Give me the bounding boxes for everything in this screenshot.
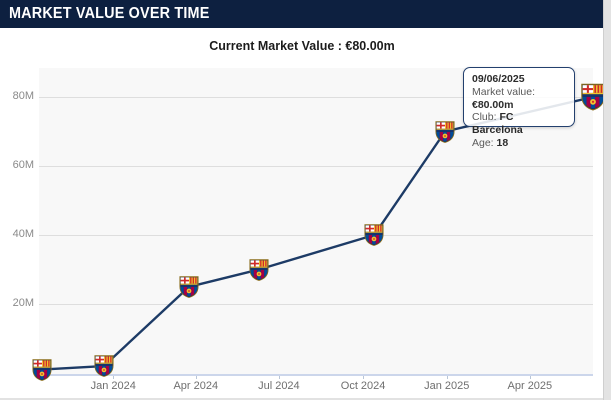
x-axis-tick — [278, 375, 280, 379]
gridline-40m — [39, 235, 593, 236]
x-axis-label: Jan 2025 — [424, 380, 470, 392]
data-point-badge[interactable] — [93, 355, 114, 378]
data-point-badge[interactable] — [179, 275, 200, 298]
bottom-divider — [0, 398, 604, 400]
page-title: MARKET VALUE OVER TIME — [9, 5, 210, 22]
tooltip-club-row: Club: FC Barcelona — [472, 111, 523, 137]
gridline-80m — [39, 97, 593, 98]
current-market-value-text: Current Market Value : €80.00m — [209, 39, 395, 53]
data-point-badge[interactable] — [31, 358, 52, 381]
x-axis-label: Jan 2024 — [90, 380, 136, 392]
scrollbar-track[interactable] — [603, 0, 611, 400]
data-point-badge[interactable] — [248, 258, 269, 281]
x-axis-label: Apr 2024 — [173, 380, 219, 392]
data-point-badge[interactable] — [364, 224, 385, 247]
x-axis-label: Oct 2024 — [340, 380, 386, 392]
x-axis-tick — [529, 375, 531, 379]
x-axis-label: Jul 2024 — [258, 380, 300, 392]
tooltip-age-row: Age: 18 — [472, 136, 509, 149]
data-point-badge[interactable] — [435, 120, 456, 143]
y-axis-label-20m: 20M — [12, 297, 34, 309]
y-axis-label-40m: 40M — [12, 228, 34, 240]
section-header: MARKET VALUE OVER TIME — [0, 0, 604, 28]
tooltip-date: 09/06/2025 — [472, 73, 525, 85]
chart-tooltip: 09/06/2025 Market value: €80.00m Club: F… — [463, 67, 575, 149]
x-axis-tick — [113, 375, 115, 379]
tooltip-market-value-row: Market value: €80.00m — [472, 85, 536, 111]
x-axis-tick — [446, 375, 448, 379]
x-axis-tick — [363, 375, 365, 379]
x-axis-line — [39, 374, 593, 376]
gridline-60m — [39, 166, 593, 167]
gridline-20m — [39, 304, 593, 305]
x-axis-tick — [195, 375, 197, 379]
y-axis-label-60m: 60M — [12, 159, 34, 171]
y-axis-label-80m: 80M — [12, 90, 34, 102]
x-axis-label: Apr 2025 — [507, 380, 553, 392]
